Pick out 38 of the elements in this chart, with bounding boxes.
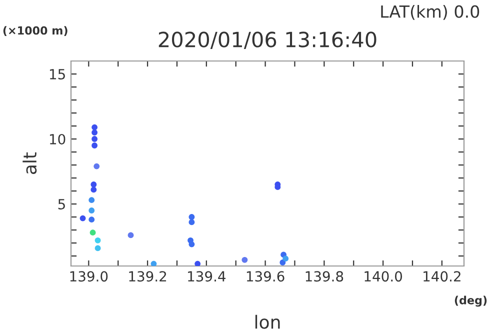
- point: [94, 163, 100, 170]
- point: [88, 197, 95, 204]
- point: [188, 214, 195, 220]
- x-axis-title: lon: [255, 314, 280, 329]
- x-tick-label: 139.0: [70, 271, 108, 282]
- point: [88, 208, 95, 214]
- point: [92, 136, 98, 142]
- point: [188, 219, 195, 226]
- x-tick-label: 139.8: [306, 271, 344, 282]
- point: [90, 182, 97, 188]
- x-tick-label: 139.4: [188, 271, 226, 282]
- point: [150, 260, 157, 266]
- text: (deg): [454, 296, 487, 307]
- y-axis-title: alt: [22, 152, 37, 174]
- x-tick-label: 140.0: [364, 271, 402, 282]
- point: [94, 237, 101, 244]
- x-tick-label: 139.6: [246, 271, 284, 282]
- point: [90, 230, 96, 236]
- point: [92, 124, 98, 130]
- point: [94, 245, 101, 252]
- x-tick-label: 139.2: [129, 271, 166, 282]
- chart-title: 2020/01/06 13:16:40: [158, 32, 376, 50]
- x-tick-label: 140.2: [424, 271, 460, 282]
- y-tick-label: 15: [50, 69, 65, 80]
- y-tick-label: 10: [50, 134, 66, 144]
- text: (×1000 m): [3, 26, 68, 36]
- point: [194, 260, 201, 266]
- point: [92, 142, 98, 148]
- point: [282, 256, 289, 262]
- y-tick-label: 5: [58, 199, 65, 210]
- text: LAT(km) 0.0: [381, 4, 480, 20]
- point: [92, 130, 98, 136]
- point: [88, 216, 95, 223]
- point: [80, 215, 86, 222]
- point: [188, 241, 195, 248]
- point: [90, 186, 97, 193]
- point: [128, 232, 134, 238]
- point: [242, 256, 248, 263]
